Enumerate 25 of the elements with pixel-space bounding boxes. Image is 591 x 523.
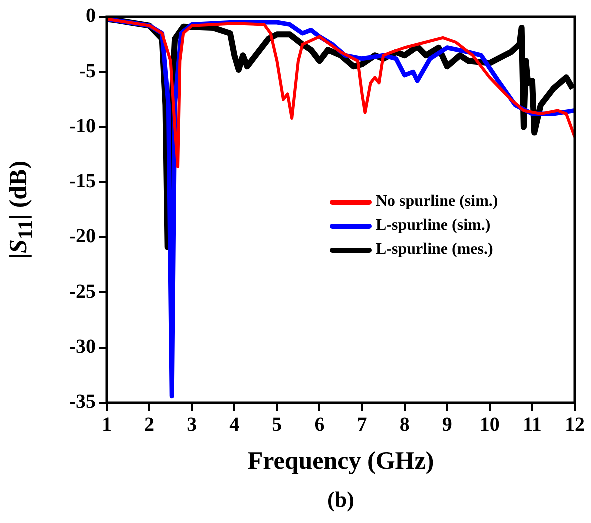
x-tick-label: 3	[187, 414, 198, 436]
y-tick-label: -10	[69, 115, 96, 138]
x-tick-label: 9	[442, 414, 452, 436]
text: (b)	[326, 487, 356, 513]
legend-label: L-spurline (sim.)	[376, 217, 491, 235]
x-tick-label: 2	[144, 414, 155, 436]
x-tick-label: 10	[480, 414, 500, 436]
legend-label: L-spurline (mes.)	[376, 241, 494, 259]
y-tick-label: -35	[69, 391, 96, 414]
x-tick-label: 5	[272, 414, 282, 436]
y-tick-label: -25	[69, 280, 96, 303]
x-tick-label: 12	[565, 414, 585, 436]
y-tick-label: -20	[69, 226, 96, 248]
x-tick-label: 7	[357, 414, 368, 436]
legend-label: No spurline (sim.)	[376, 193, 498, 211]
y-tick-label: -30	[69, 336, 96, 358]
x-axis-title: Frequency (GHz)	[246, 448, 436, 476]
x-tick-label: 8	[400, 414, 410, 436]
y-tick-label: -5	[79, 60, 96, 82]
y-tick-label: 0	[86, 5, 96, 28]
x-tick-label: 4	[230, 414, 240, 436]
x-tick-label: 1	[102, 414, 112, 436]
y-tick-label: -15	[69, 170, 96, 193]
x-tick-label: 11	[523, 414, 542, 436]
x-tick-label: 6	[314, 414, 325, 436]
